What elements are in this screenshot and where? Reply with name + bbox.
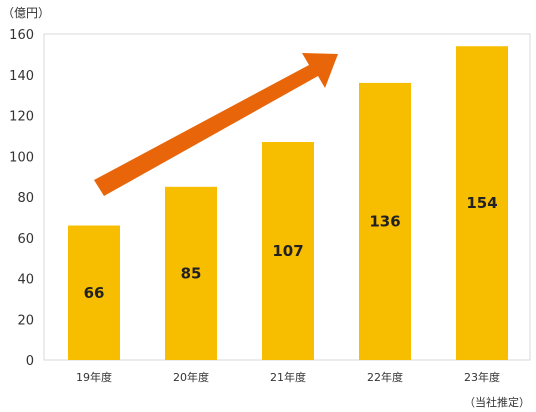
y-tick-label: 20 (17, 313, 34, 328)
data-label: 85 (181, 264, 202, 282)
y-tick-label: 60 (17, 232, 34, 247)
data-labels: 66 85 107 136 154 (84, 194, 498, 302)
data-label: 66 (84, 284, 105, 302)
x-tick-label: 21年度 (270, 370, 306, 384)
x-tick-label: 20年度 (173, 370, 209, 384)
bar (262, 141, 314, 360)
bar (456, 46, 508, 360)
bars (68, 46, 508, 361)
y-tick-label: 40 (17, 273, 34, 288)
data-label: 107 (272, 242, 303, 260)
y-tick-label: 0 (26, 354, 34, 369)
x-tick-label: 22年度 (367, 370, 403, 384)
y-tick-label: 120 (9, 110, 34, 125)
x-tick-label: 23年度 (464, 370, 500, 384)
bar (359, 82, 411, 361)
bar (68, 225, 120, 360)
y-tick-label: 140 (9, 69, 34, 84)
data-label: 136 (369, 212, 400, 230)
y-axis-ticks: 0 20 40 60 80 100 120 140 160 (9, 28, 34, 369)
y-tick-label: 100 (9, 150, 34, 165)
y-tick-label: 160 (9, 28, 34, 43)
x-axis-ticks: 19年度 20年度 21年度 22年度 23年度 (76, 370, 500, 384)
y-tick-label: 80 (17, 191, 34, 206)
data-label: 154 (466, 194, 497, 212)
x-tick-label: 19年度 (76, 370, 112, 384)
unit-label: （億円） (2, 6, 50, 20)
trend-arrow-icon (94, 53, 338, 196)
bar (165, 186, 217, 360)
estimate-note: （当社推定） (464, 395, 530, 409)
